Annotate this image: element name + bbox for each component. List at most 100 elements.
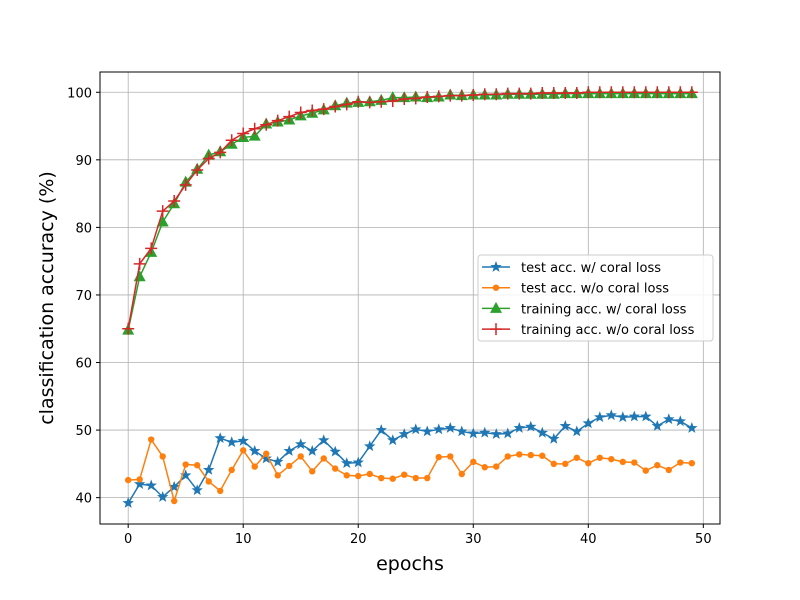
y-tick-label: 80 bbox=[75, 221, 92, 236]
data-point bbox=[504, 453, 511, 460]
data-point bbox=[363, 96, 376, 109]
data-point bbox=[122, 322, 135, 335]
y-tick-label: 60 bbox=[75, 357, 92, 372]
data-point bbox=[306, 445, 318, 456]
data-point bbox=[168, 480, 180, 492]
data-point bbox=[147, 436, 155, 443]
data-point bbox=[674, 415, 687, 427]
x-axis-title: epochs bbox=[376, 553, 444, 575]
data-point bbox=[191, 484, 203, 496]
data-point bbox=[272, 455, 284, 467]
data-point bbox=[217, 487, 224, 495]
data-point bbox=[605, 86, 618, 99]
data-point bbox=[548, 432, 560, 444]
data-point bbox=[320, 455, 327, 462]
data-point bbox=[329, 445, 341, 457]
x-tick-label: 0 bbox=[124, 532, 132, 547]
data-point bbox=[240, 447, 247, 454]
data-point bbox=[191, 163, 204, 176]
data-point bbox=[516, 451, 523, 458]
data-point bbox=[547, 86, 560, 99]
data-point bbox=[375, 95, 388, 108]
data-point bbox=[343, 472, 350, 479]
data-point bbox=[654, 462, 661, 469]
y-tick-label: 70 bbox=[75, 289, 92, 304]
data-point bbox=[205, 478, 212, 485]
data-point bbox=[688, 459, 696, 467]
data-point bbox=[571, 425, 583, 437]
legend-marker bbox=[490, 323, 502, 336]
data-point bbox=[306, 104, 319, 117]
data-point bbox=[513, 87, 526, 100]
legend-box bbox=[477, 254, 714, 342]
data-point bbox=[332, 465, 339, 472]
data-point bbox=[378, 474, 385, 482]
data-point bbox=[145, 479, 157, 491]
data-point bbox=[283, 445, 295, 456]
series-0 bbox=[122, 409, 698, 508]
data-point bbox=[355, 472, 362, 480]
x-axis: 0 10 20 30 40 50 bbox=[124, 524, 712, 547]
data-point bbox=[193, 462, 201, 469]
data-point bbox=[260, 118, 273, 131]
data-point bbox=[286, 462, 293, 470]
data-point bbox=[225, 134, 238, 147]
data-point bbox=[260, 452, 272, 464]
data-point bbox=[444, 89, 457, 102]
x-tick-label: 30 bbox=[465, 532, 482, 547]
data-point bbox=[608, 455, 615, 463]
data-point bbox=[616, 86, 629, 99]
data-point bbox=[525, 420, 537, 432]
data-point bbox=[424, 474, 431, 482]
data-point bbox=[156, 490, 169, 502]
data-point bbox=[133, 478, 146, 489]
data-point bbox=[490, 88, 503, 101]
data-point bbox=[619, 458, 627, 466]
data-point bbox=[582, 86, 595, 99]
data-point bbox=[674, 86, 687, 99]
data-point bbox=[202, 152, 215, 165]
data-point bbox=[410, 423, 422, 435]
data-point bbox=[122, 497, 134, 508]
data-point bbox=[387, 434, 399, 446]
data-point bbox=[481, 464, 488, 471]
data-point bbox=[398, 428, 410, 439]
data-point bbox=[562, 460, 569, 468]
data-point bbox=[502, 427, 514, 439]
data-point bbox=[401, 471, 408, 478]
data-point bbox=[456, 425, 468, 437]
data-point bbox=[662, 86, 675, 99]
data-point bbox=[470, 458, 477, 466]
series-layer bbox=[122, 86, 698, 508]
legend-marker bbox=[490, 261, 502, 272]
series-3 bbox=[122, 86, 698, 335]
data-point bbox=[433, 423, 445, 435]
data-point bbox=[294, 106, 307, 119]
data-point bbox=[237, 434, 249, 446]
legend-marker bbox=[490, 301, 502, 313]
data-point bbox=[663, 413, 675, 425]
data-point bbox=[249, 445, 261, 456]
data-point bbox=[570, 86, 583, 99]
x-tick-label: 40 bbox=[580, 532, 597, 547]
y-axis-title: classification accuracy (%) bbox=[36, 171, 58, 425]
data-point bbox=[156, 215, 169, 227]
x-tick-label: 10 bbox=[235, 532, 252, 547]
data-point bbox=[559, 420, 571, 431]
data-point bbox=[585, 459, 592, 467]
data-point bbox=[375, 424, 387, 435]
legend-label: test acc. w/o coral loss bbox=[521, 282, 669, 297]
series-1 bbox=[124, 436, 696, 505]
data-point bbox=[493, 463, 500, 470]
data-point bbox=[444, 422, 456, 433]
data-point bbox=[490, 428, 502, 439]
data-point bbox=[582, 417, 594, 429]
data-point bbox=[159, 453, 166, 460]
data-point bbox=[318, 434, 330, 446]
data-point bbox=[550, 460, 557, 468]
data-point bbox=[559, 86, 572, 99]
data-point bbox=[639, 86, 652, 99]
data-point bbox=[513, 422, 525, 433]
data-point bbox=[479, 426, 491, 438]
data-point bbox=[539, 452, 546, 459]
